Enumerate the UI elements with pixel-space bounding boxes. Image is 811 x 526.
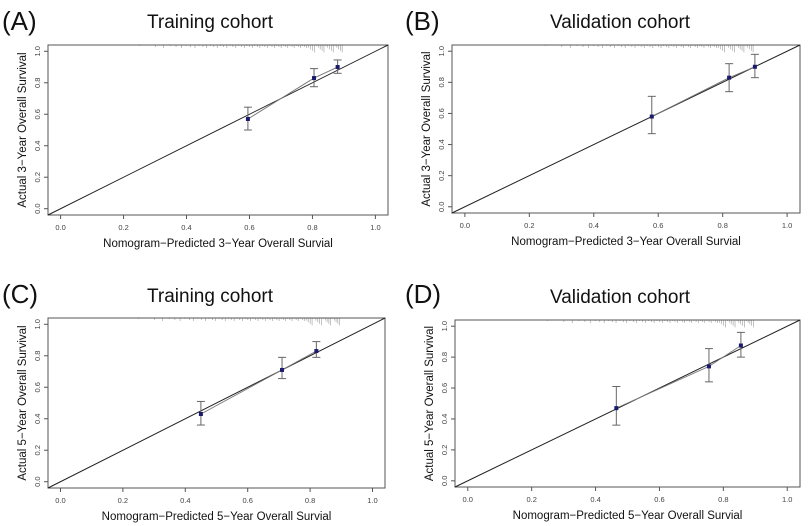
x-tick-label: 0.6 — [654, 495, 664, 504]
y-tick-label: 0.6 — [440, 383, 449, 393]
calibration-panel-c: (C) Training cohort 0.0 0.2 0.4 0.6 0.8 1.0 0.0 0… — [2, 279, 386, 523]
y-tick-label: 1.0 — [437, 46, 446, 56]
data-point — [280, 367, 285, 372]
rug-ticks — [545, 45, 754, 53]
x-tick-label: 0.2 — [524, 221, 534, 230]
y-tick-label: 0.2 — [33, 445, 42, 455]
x-tick-label: 0.8 — [305, 496, 315, 505]
x-tick-label: 0.0 — [55, 223, 65, 232]
data-point — [649, 114, 654, 119]
y-tick-label: 0.4 — [33, 141, 42, 151]
x-axis-label: Nomogram−Predicted 3−Year Overall Survia… — [103, 238, 333, 250]
calibration-panel-b: (B) Validation cohort 0.0 0.2 0.4 0.6 0.8 1.0 0.… — [405, 6, 801, 248]
y-tick-label: 0.8 — [33, 351, 42, 361]
calibration-panel-a: (A) Training cohort 0.0 0.2 0.4 0.6 0.8 1.0 0.0 0… — [2, 6, 389, 250]
x-tick-label: 0.4 — [590, 495, 600, 504]
y-tick-label: 0.6 — [437, 108, 446, 118]
calibration-curve — [616, 345, 742, 409]
x-tick-label: 0.2 — [118, 223, 128, 232]
x-tick-label: 0.6 — [242, 496, 252, 505]
y-tick-label: 0.0 — [33, 203, 42, 213]
chart-title: Validation cohort — [550, 287, 691, 308]
y-tick-label: 0.2 — [33, 172, 42, 182]
x-tick-label: 1.0 — [370, 223, 380, 232]
chart-title: Validation cohort — [550, 12, 691, 33]
data-point — [614, 406, 619, 411]
data-point — [727, 75, 732, 80]
data-point — [752, 64, 757, 69]
x-axis-label: Nomogram−Predicted 3−Year Overall Survia… — [511, 236, 741, 248]
y-tick-label: 0.8 — [33, 78, 42, 88]
panel-label: (A) — [2, 6, 37, 36]
calibration-curve — [200, 350, 317, 415]
plot-frame — [47, 317, 386, 489]
data-point — [245, 116, 250, 121]
chart-title: Training cohort — [147, 286, 274, 307]
rug-ticks — [547, 320, 754, 328]
y-axis-label: Actual 5−Year Overall Survival — [17, 325, 29, 480]
x-tick-label: 0.0 — [55, 496, 65, 505]
rug-ticks — [138, 45, 343, 53]
x-tick-label: 0.8 — [307, 223, 317, 232]
data-point — [335, 65, 340, 70]
plot-frame — [47, 44, 389, 216]
data-point — [738, 343, 743, 348]
x-tick-label: 1.0 — [782, 495, 792, 504]
y-tick-label: 1.0 — [33, 46, 42, 56]
calibration-panel-d: (D) Validation cohort 0.0 0.2 0.4 0.6 0.8 1.0 0.… — [405, 279, 801, 522]
data-point — [706, 364, 711, 369]
x-tick-label: 0.6 — [244, 223, 254, 232]
plot-frame — [454, 319, 801, 488]
y-tick-label: 0.8 — [437, 77, 446, 87]
data-point — [198, 412, 203, 417]
x-tick-label: 0.8 — [717, 221, 727, 230]
y-tick-label: 1.0 — [440, 321, 449, 331]
y-tick-label: 0.6 — [33, 109, 42, 119]
y-tick-label: 1.0 — [33, 319, 42, 329]
y-tick-label: 0.6 — [33, 382, 42, 392]
ideal-diagonal-line — [47, 44, 389, 216]
y-tick-label: 0.4 — [440, 414, 449, 424]
x-axis-label: Nomogram−Predicted 5−Year Overall Survia… — [513, 510, 743, 522]
x-tick-label: 0.6 — [653, 221, 663, 230]
x-axis-label: Nomogram−Predicted 5−Year Overall Survia… — [102, 511, 332, 523]
y-tick-label: 0.0 — [440, 476, 449, 486]
y-axis-label: Actual 3−Year Overall Survival — [421, 51, 433, 206]
y-axis-label: Actual 3−Year Overall Survival — [17, 52, 29, 207]
x-tick-label: 0.4 — [589, 221, 599, 230]
x-tick-label: 0.2 — [118, 496, 128, 505]
y-tick-label: 0.0 — [437, 202, 446, 212]
y-axis-label: Actual 5−Year Overall Survival — [424, 326, 436, 481]
ideal-diagonal-line — [47, 317, 386, 489]
x-tick-label: 0.4 — [180, 496, 190, 505]
y-tick-label: 0.2 — [440, 445, 449, 455]
x-tick-label: 0.2 — [526, 495, 536, 504]
x-tick-label: 1.0 — [782, 221, 792, 230]
data-point — [314, 349, 319, 354]
y-tick-label: 0.0 — [33, 476, 42, 486]
panel-label: (C) — [2, 279, 38, 309]
chart-title: Training cohort — [147, 12, 274, 33]
panel-label: (B) — [405, 6, 440, 36]
ideal-diagonal-line — [451, 44, 801, 214]
rug-ticks — [138, 318, 340, 326]
y-tick-label: 0.4 — [437, 139, 446, 149]
y-tick-label: 0.2 — [437, 170, 446, 180]
error-bar — [612, 385, 621, 426]
x-tick-label: 0.8 — [718, 495, 728, 504]
x-tick-label: 0.0 — [463, 495, 473, 504]
panel-label: (D) — [405, 279, 441, 309]
plot-frame — [451, 44, 801, 214]
y-tick-label: 0.4 — [33, 414, 42, 424]
x-tick-label: 1.0 — [367, 496, 377, 505]
x-tick-label: 0.4 — [181, 223, 191, 232]
y-tick-label: 0.8 — [440, 352, 449, 362]
data-point — [312, 76, 317, 81]
x-tick-label: 0.0 — [460, 221, 470, 230]
